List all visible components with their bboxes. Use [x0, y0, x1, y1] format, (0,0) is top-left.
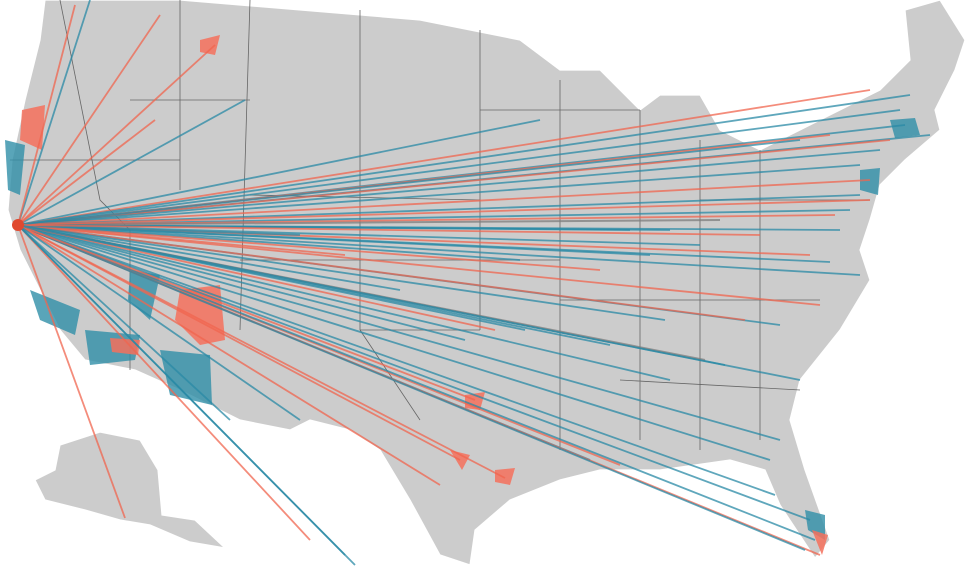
flow-line [17, 219, 721, 226]
flow-line [17, 224, 441, 486]
flow-line [17, 164, 861, 226]
flow-line [17, 224, 801, 381]
flow-line [17, 224, 476, 401]
flow-line [17, 224, 231, 421]
flow-line [17, 224, 346, 556]
flow-line [17, 224, 771, 461]
county-patch [495, 468, 515, 485]
alaska [34, 431, 227, 549]
county-patch [812, 530, 828, 555]
flow-line [17, 224, 506, 479]
flow-line [17, 99, 246, 226]
flow-line [17, 224, 651, 256]
flow-line [17, 199, 871, 226]
flow-line [17, 224, 806, 551]
flow-line [17, 224, 776, 496]
flow-line [17, 0, 91, 226]
flow-line [17, 224, 861, 276]
flow-line [17, 224, 126, 519]
flow-line [17, 179, 871, 226]
county-patch [5, 140, 25, 195]
flow-line [17, 139, 891, 226]
county-patch [200, 35, 220, 55]
flow-line [17, 224, 671, 381]
flow-line [17, 224, 761, 236]
flow-line [17, 119, 541, 226]
flow-line [17, 224, 821, 306]
flow-line [17, 224, 496, 331]
flow-line [17, 139, 801, 226]
flow-line [17, 4, 76, 226]
flow-line [17, 119, 156, 226]
origin-hub [12, 219, 24, 231]
flow-line [17, 224, 816, 541]
flow-line [17, 224, 811, 521]
flow-line [17, 224, 746, 321]
flow-line [17, 224, 601, 271]
flow-line [17, 44, 216, 226]
county-patch [20, 105, 45, 150]
flow-line [17, 224, 401, 291]
contiguous-us [7, 0, 965, 566]
flow-line [17, 224, 666, 321]
flow-line [17, 224, 311, 541]
flow-line [17, 224, 466, 341]
flow-line [17, 224, 526, 331]
county-patch [30, 290, 80, 335]
flow-line [17, 14, 161, 226]
flow-line [17, 89, 871, 226]
land [7, 0, 965, 566]
county-patch [860, 168, 880, 195]
county-patch [110, 338, 140, 355]
flow-line [17, 94, 911, 226]
flow-line [17, 109, 901, 226]
flow-line [17, 224, 301, 421]
county-patch [890, 118, 920, 138]
flow-line [17, 149, 881, 226]
flow-line [17, 224, 781, 441]
flow-lines [12, 0, 931, 566]
